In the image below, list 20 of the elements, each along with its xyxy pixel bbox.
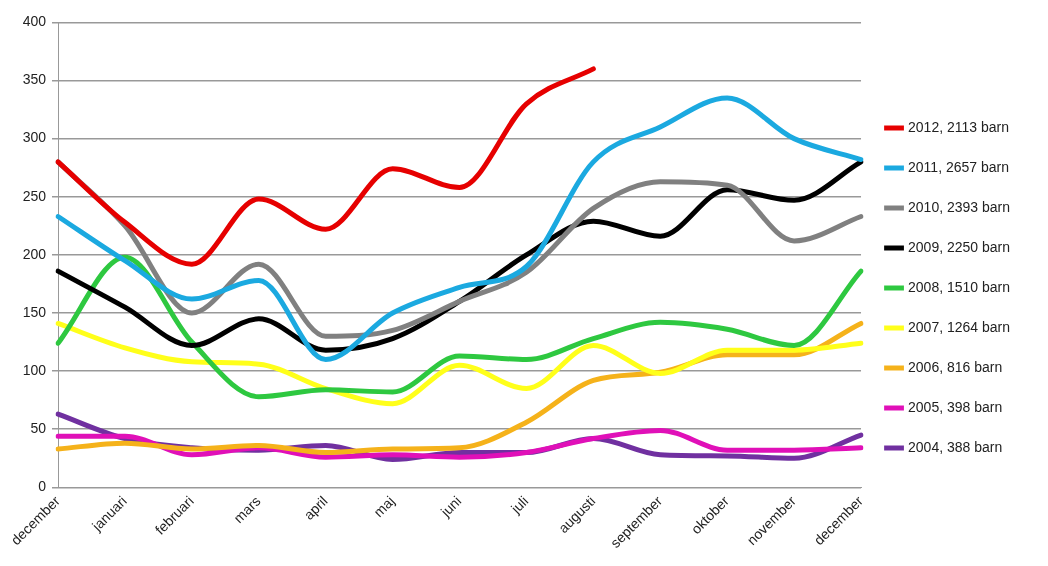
- y-tick-label: 250: [22, 187, 47, 204]
- y-tick-label: 350: [22, 71, 47, 88]
- y-tick-label: 150: [22, 303, 47, 320]
- x-tick-label: maj: [370, 492, 398, 521]
- y-tick-label: 100: [22, 361, 47, 378]
- y-tick-label: 400: [22, 13, 47, 30]
- y-tick-label: 300: [22, 129, 47, 146]
- x-tick-label: juli: [507, 492, 532, 517]
- legend-label: 2012, 2113 barn: [908, 118, 1009, 135]
- legend-label: 2010, 2393 barn: [908, 198, 1011, 215]
- legend-label: 2007, 1264 barn: [908, 318, 1011, 335]
- y-tick-label: 200: [22, 245, 47, 262]
- y-tick-label: 0: [38, 478, 47, 495]
- legend-label: 2008, 1510 barn: [908, 278, 1011, 295]
- legend-label: 2006, 816 barn: [908, 358, 1003, 375]
- legend-label: 2009, 2250 barn: [908, 238, 1011, 255]
- legend-label: 2005, 398 barn: [908, 398, 1003, 415]
- legend-label: 2004, 388 barn: [908, 438, 1003, 455]
- legend-label: 2011, 2657 barn: [908, 158, 1009, 175]
- y-tick-label: 50: [30, 420, 47, 437]
